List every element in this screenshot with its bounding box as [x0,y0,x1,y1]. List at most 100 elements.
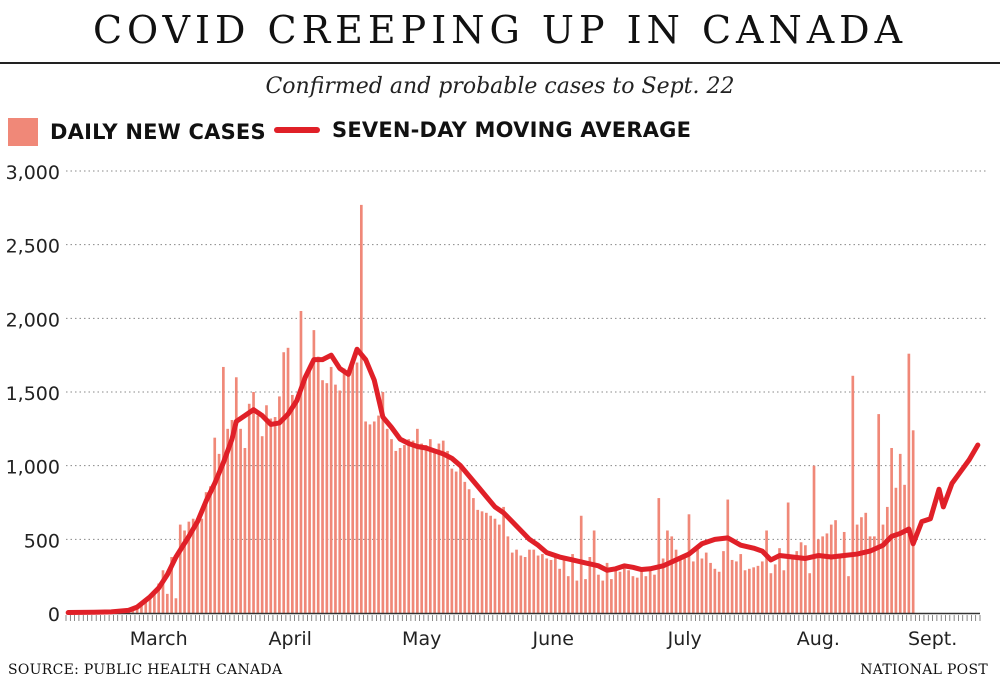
daily-cases-bar [342,368,346,613]
daily-cases-bar [476,509,480,613]
daily-cases-bar [614,568,618,613]
daily-cases-bar [911,430,915,613]
daily-cases-bar [502,506,505,613]
daily-cases-bar [493,518,497,613]
daily-cases-bar [808,573,812,613]
daily-cases-bar [515,549,518,613]
daily-cases-bar [252,392,255,613]
daily-cases-bar [816,539,820,613]
daily-cases-bar [256,415,260,613]
daily-cases-bar [562,558,566,613]
chart-title: COVID CREEPING UP IN CANADA [92,8,908,52]
daily-cases-bar [485,512,488,613]
daily-cases-bar [618,571,622,613]
daily-cases-bar [489,515,492,613]
daily-cases-bar [743,570,747,613]
daily-cases-bar [851,375,855,613]
y-tick-label: 2,000 [6,309,60,331]
daily-cases-bar [558,568,561,613]
daily-cases-bar [144,601,148,613]
daily-cases-bar [299,310,303,613]
x-month-label: Aug. [797,628,840,650]
daily-cases-bar [364,421,367,613]
daily-cases-bar [411,440,415,613]
daily-cases-bar [308,368,311,613]
daily-cases-bar [713,568,717,613]
daily-cases-bar [622,565,626,613]
daily-cases-bar [554,555,557,613]
daily-cases-bar [506,536,510,613]
daily-cases-bar [437,443,441,613]
legend-label-average: SEVEN-DAY MOVING AVERAGE [332,118,692,142]
daily-cases-bar [903,484,906,613]
daily-cases-bar [334,384,337,613]
daily-cases-bar [338,390,342,613]
daily-cases-bar [325,383,329,613]
x-month-label: April [268,628,311,650]
daily-cases-bar [355,362,359,613]
daily-cases-bar [631,576,635,613]
daily-cases-bar [394,450,398,613]
daily-cases-bar [463,481,467,613]
daily-cases-bar [282,352,286,613]
daily-cases-bar [804,545,807,613]
daily-cases-bar [472,498,475,613]
daily-cases-bar [174,598,178,613]
daily-cases-bar [855,524,859,613]
y-tick-label: 500 [24,530,60,552]
daily-cases-bar [351,365,355,613]
daily-cases-bar [178,524,182,613]
daily-cases-bar [243,447,247,613]
daily-cases-bar [532,549,536,613]
daily-cases-bar [566,576,570,613]
daily-cases-bar [312,330,316,613]
daily-cases-bar [648,568,652,613]
y-tick-label: 3,000 [6,162,60,184]
daily-cases-bar [756,565,760,613]
daily-cases-bar [183,530,186,613]
daily-cases-bar [687,514,691,613]
daily-cases-bar [165,593,169,613]
daily-cases-bar [847,576,850,613]
daily-cases-bar [398,447,402,613]
y-tick-label: 1,000 [6,457,60,479]
daily-cases-bar [467,489,471,613]
daily-cases-bar [497,524,501,613]
daily-cases-bar [170,557,173,613]
daily-cases-bar [291,394,294,613]
daily-cases-bar [691,561,695,613]
daily-cases-bar [799,542,803,613]
daily-cases-bar [549,559,553,613]
daily-cases-bar [829,524,833,613]
daily-cases-bar [230,419,234,613]
daily-cases-bar [217,453,221,613]
daily-cases-bar [204,492,208,613]
daily-cases-bar [295,400,298,613]
chart-subtitle: Confirmed and probable cases to Sept. 22 [265,74,735,99]
daily-cases-bar [446,450,449,613]
daily-cases-bar [834,520,837,613]
daily-cases-bar [864,512,868,613]
daily-cases-bar [226,428,230,613]
daily-cases-bar [782,570,786,613]
daily-cases-bar [769,573,773,613]
daily-cases-bar [381,392,385,613]
x-month-label: Sept. [908,628,957,650]
daily-cases-bar [752,567,755,613]
daily-cases-bar [700,558,704,613]
daily-cases-bar [321,380,324,613]
daily-cases-bar [191,518,195,613]
daily-cases-bar [286,347,290,613]
daily-cases-bar [717,571,721,613]
daily-cases-bar [730,559,734,613]
daily-cases-bar [545,558,549,613]
daily-cases-bar [812,465,816,613]
daily-cases-bar [148,598,152,613]
daily-cases-bar [795,551,799,613]
legend-item-average: SEVEN-DAY MOVING AVERAGE [274,118,691,142]
daily-cases-bar [821,536,824,613]
daily-cases-bar [778,548,781,613]
daily-cases-bar [372,421,376,613]
legend-item-daily: DAILY NEW CASES [8,118,266,146]
title-rule [0,62,1000,64]
